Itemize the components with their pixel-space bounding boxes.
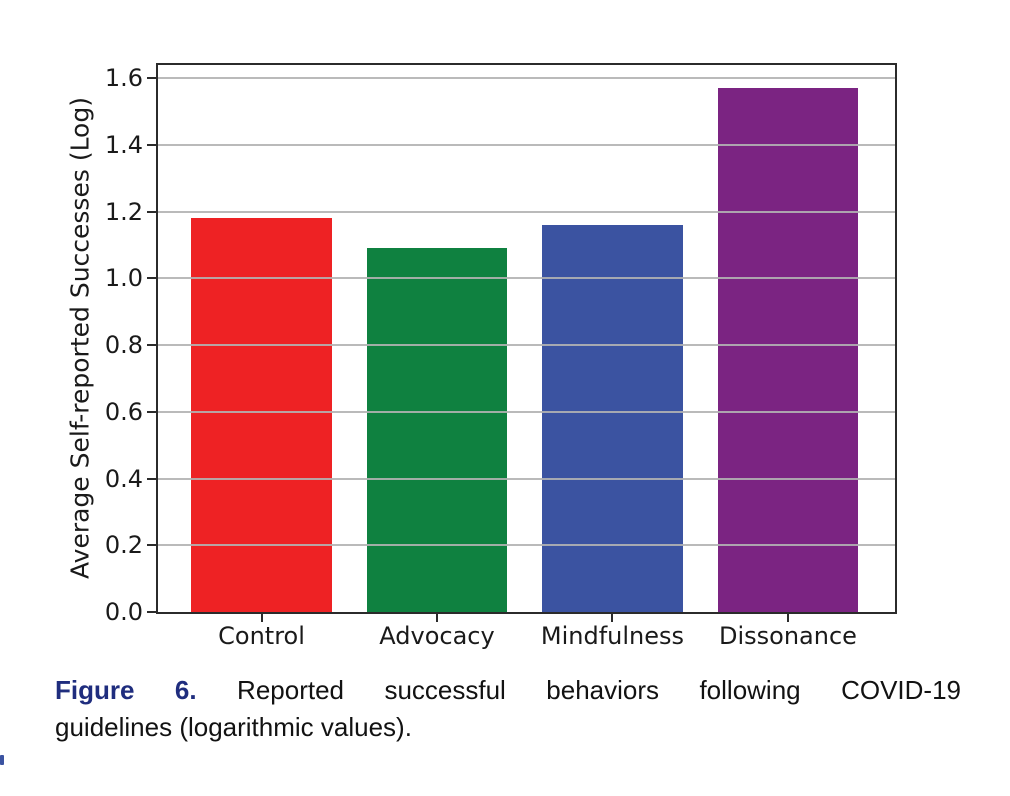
x-tick-label-dissonance: Dissonance bbox=[718, 622, 857, 650]
y-tick-label: 1.0 bbox=[104, 264, 143, 293]
caption-line-2: guidelines (logarithmic values). bbox=[55, 712, 412, 742]
plot-area bbox=[156, 63, 897, 614]
x-tick-label-mindfulness: Mindfulness bbox=[540, 622, 685, 650]
x-tick-label-control: Control bbox=[218, 622, 305, 650]
x-tick-mark bbox=[786, 614, 789, 622]
caption-figure-label: Figure 6. bbox=[55, 675, 197, 705]
y-tick-label: 1.6 bbox=[104, 64, 143, 93]
x-tick-mark bbox=[260, 614, 263, 622]
y-tick-label: 0.8 bbox=[104, 331, 143, 360]
y-tick-mark bbox=[147, 611, 156, 613]
y-tick-mark bbox=[147, 544, 156, 547]
bar-control bbox=[191, 218, 332, 612]
y-tick-mark bbox=[147, 410, 156, 413]
bar-mindfulness bbox=[542, 225, 683, 612]
caption-line-1: Figure 6. Reported successful behaviors … bbox=[55, 672, 961, 709]
y-tick-mark bbox=[147, 277, 156, 280]
gridline bbox=[158, 344, 895, 347]
y-tick-label: 0.0 bbox=[104, 598, 143, 626]
y-tick-mark bbox=[147, 477, 156, 480]
bar-dissonance bbox=[717, 88, 859, 612]
caption-text-line1: Reported successful behaviors following … bbox=[237, 675, 961, 705]
y-tick-label: 0.4 bbox=[104, 464, 143, 493]
y-tick-mark bbox=[147, 77, 156, 80]
gridline bbox=[158, 210, 895, 213]
gridline bbox=[158, 477, 895, 480]
y-tick-mark bbox=[147, 344, 156, 347]
y-tick-label: 1.4 bbox=[104, 131, 143, 160]
gridline bbox=[158, 410, 895, 413]
x-tick-mark bbox=[611, 614, 614, 622]
x-tick-mark bbox=[436, 614, 438, 622]
gridline bbox=[158, 277, 895, 280]
gridline bbox=[158, 544, 895, 547]
y-tick-mark bbox=[147, 210, 156, 213]
y-tick-label: 0.2 bbox=[104, 531, 143, 560]
bar-advocacy bbox=[366, 248, 508, 612]
page-edge-artifact bbox=[0, 755, 4, 765]
x-tick-label-advocacy: Advocacy bbox=[379, 622, 495, 650]
gridline bbox=[158, 77, 895, 80]
gridline bbox=[158, 144, 895, 147]
figure-caption: Figure 6. Reported successful behaviors … bbox=[55, 672, 961, 746]
y-tick-label: 0.6 bbox=[104, 397, 143, 426]
y-tick-mark bbox=[147, 144, 156, 147]
y-tick-label: 1.2 bbox=[104, 197, 143, 226]
